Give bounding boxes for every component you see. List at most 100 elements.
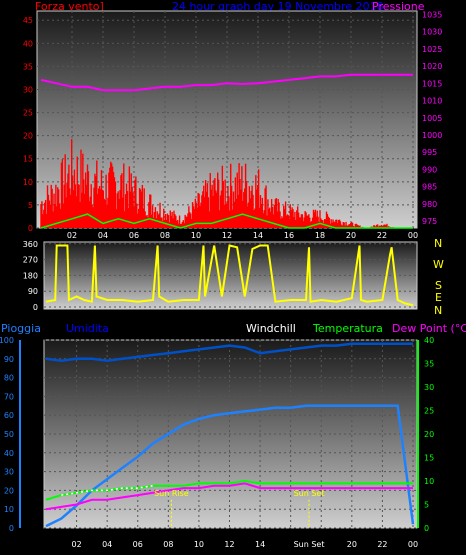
humidity-label: Umidita bbox=[66, 322, 109, 335]
wind-tick-label: 45 bbox=[23, 16, 33, 25]
top-x-axis: 02 04 06 08 10 12 14 16 18 20 22 00 bbox=[67, 231, 418, 240]
rain-tick-label: 70 bbox=[4, 392, 14, 401]
bottom-x-tick-label: 00 bbox=[408, 540, 418, 549]
wind-tick-label: 20 bbox=[23, 132, 33, 141]
pressure-tick-label: 1020 bbox=[422, 62, 442, 71]
sun-marker-label: Sun Set bbox=[294, 489, 325, 498]
compass-w: W bbox=[433, 258, 444, 271]
pressure-tick-label: 1035 bbox=[422, 10, 442, 19]
bottom-x-tick-label: 10 bbox=[194, 540, 204, 549]
temperature-label: Temperatura bbox=[312, 322, 383, 335]
direction-y-axis: 0 90 180 270 360 bbox=[23, 240, 38, 312]
rain-label: Pioggia bbox=[1, 322, 41, 335]
direction-tick-label: 360 bbox=[23, 240, 38, 249]
pressure-y-axis: 975 980 985 990 995 1000 1005 1010 1015 1020 1025 1… bbox=[422, 10, 442, 226]
graph-title: 24 hour graph day 19 Novembre 2018 bbox=[172, 0, 384, 13]
bottom-x-tick-label: 04 bbox=[102, 540, 112, 549]
wind-y-axis: 0 5 10 15 20 25 30 35 40 45 bbox=[23, 16, 33, 233]
top-x-tick-label: 16 bbox=[284, 231, 294, 240]
bottom-x-tick-label: 12 bbox=[224, 540, 234, 549]
pressure-tick-label: 1010 bbox=[422, 97, 442, 106]
pressure-tick-label: 1015 bbox=[422, 79, 442, 88]
wind-bars bbox=[40, 139, 396, 228]
temp-tick-label: 15 bbox=[424, 454, 434, 463]
windchill-label: Windchill bbox=[246, 322, 296, 335]
rain-tick-label: 0 bbox=[9, 524, 14, 533]
temp-tick-label: 30 bbox=[424, 383, 434, 392]
bottom-x-tick-label: 20 bbox=[347, 540, 357, 549]
bottom-x-axis: 02 04 06 08 10 12 14 Sun Set 20 22 00 bbox=[71, 540, 418, 549]
wind-tick-label: 0 bbox=[28, 224, 33, 233]
rain-tick-label: 100 bbox=[0, 336, 14, 345]
pressure-tick-label: 1030 bbox=[422, 28, 442, 37]
wind-tick-label: 5 bbox=[28, 201, 33, 210]
pressure-label: Pressione bbox=[372, 0, 425, 13]
rain-tick-label: 40 bbox=[4, 449, 14, 458]
dewpoint-line bbox=[45, 482, 413, 511]
top-x-tick-label: 04 bbox=[98, 231, 108, 240]
direction-tick-label: 0 bbox=[33, 303, 38, 312]
wind-tick-label: 25 bbox=[23, 109, 33, 118]
bottom-x-tick-label: 02 bbox=[71, 540, 81, 549]
direction-line bbox=[45, 244, 414, 307]
pressure-tick-label: 1025 bbox=[422, 45, 442, 54]
top-x-tick-label: 00 bbox=[408, 231, 418, 240]
wind-tick-label: 15 bbox=[23, 155, 33, 164]
pressure-tick-label: 1005 bbox=[422, 114, 442, 123]
rain-tick-label: 90 bbox=[4, 355, 14, 364]
bottom-x-tick-label: 06 bbox=[133, 540, 143, 549]
top-x-tick-label: 10 bbox=[191, 231, 201, 240]
temp-tick-label: 35 bbox=[424, 360, 434, 369]
rain-tick-label: 20 bbox=[4, 486, 14, 495]
bottom-x-tick-label: 22 bbox=[377, 540, 387, 549]
rain-line bbox=[45, 404, 415, 528]
windchill-line bbox=[61, 484, 154, 496]
rain-tick-label: 30 bbox=[4, 468, 14, 477]
bottom-x-tick-label: 08 bbox=[163, 540, 173, 549]
wind-tick-label: 35 bbox=[23, 62, 33, 71]
temp-tick-label: 5 bbox=[424, 501, 429, 510]
direction-tick-label: 180 bbox=[23, 271, 38, 280]
pressure-tick-label: 985 bbox=[422, 183, 437, 192]
temp-y-axis: 0 5 10 15 20 25 30 35 40 bbox=[424, 336, 434, 533]
temp-tick-label: 20 bbox=[424, 430, 434, 439]
bottom-x-tick-label: Sun Set bbox=[294, 540, 325, 549]
wind-label: Forza vento] bbox=[35, 0, 104, 13]
sun-marker-label: Sun Rise bbox=[154, 489, 189, 498]
rain-tick-label: 50 bbox=[4, 430, 14, 439]
rain-tick-label: 10 bbox=[4, 505, 14, 514]
wind-tick-label: 30 bbox=[23, 85, 33, 94]
pressure-tick-label: 980 bbox=[422, 200, 437, 209]
gust-line bbox=[40, 213, 413, 229]
compass-n-top: N bbox=[434, 237, 442, 250]
rain-tick-label: 80 bbox=[4, 374, 14, 383]
temp-tick-label: 0 bbox=[424, 524, 429, 533]
pressure-tick-label: 1000 bbox=[422, 131, 442, 140]
top-x-tick-label: 20 bbox=[346, 231, 356, 240]
top-x-tick-label: 18 bbox=[315, 231, 325, 240]
top-x-tick-label: 06 bbox=[129, 231, 139, 240]
wind-tick-label: 10 bbox=[23, 178, 33, 187]
rain-tick-label: 60 bbox=[4, 411, 14, 420]
pressure-tick-label: 995 bbox=[422, 148, 437, 157]
pressure-line bbox=[40, 73, 413, 92]
bottom-grid bbox=[44, 339, 417, 529]
compass-n-bottom: N bbox=[434, 304, 442, 317]
rain-y-axis: 0 10 20 30 40 50 60 70 80 90 100 bbox=[0, 336, 14, 533]
direction-tick-label: 270 bbox=[23, 256, 38, 265]
wind-tick-label: 40 bbox=[23, 39, 33, 48]
pressure-tick-label: 975 bbox=[422, 217, 437, 226]
compass-labels: N W S E N bbox=[433, 237, 444, 317]
dewpoint-label: Dew Point (°C) bbox=[392, 322, 466, 335]
top-x-tick-label: 08 bbox=[160, 231, 170, 240]
pressure-tick-label: 990 bbox=[422, 165, 437, 174]
temp-tick-label: 40 bbox=[424, 336, 434, 345]
top-x-tick-label: 14 bbox=[253, 231, 263, 240]
top-x-tick-label: 22 bbox=[377, 231, 387, 240]
direction-tick-label: 90 bbox=[28, 287, 38, 296]
sun-markers: Sun Rise Sun Set bbox=[154, 489, 324, 528]
compass-s: S bbox=[435, 279, 442, 292]
bottom-x-tick-label: 14 bbox=[255, 540, 265, 549]
temp-tick-label: 25 bbox=[424, 407, 434, 416]
